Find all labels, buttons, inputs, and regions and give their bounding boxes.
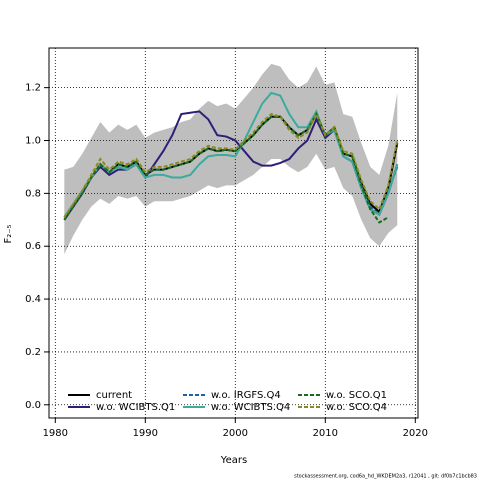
x-tick-label: 2000	[223, 428, 248, 439]
legend-label: w.o. IRGFS.Q4	[211, 390, 281, 401]
legend-label: w.o. WCIBTS.Q1	[96, 402, 175, 413]
confidence-band	[64, 63, 398, 255]
y-tick-label: 0.4	[25, 294, 41, 305]
legend-label: w.o. SCO.Q4	[326, 402, 387, 413]
legend-label: w.o. WCIBTS.Q4	[211, 402, 290, 413]
plot-frame	[48, 47, 419, 419]
y-tick-label: 0.2	[25, 347, 41, 358]
y-tick-label: 0.6	[25, 241, 41, 252]
x-axis-label: Years	[220, 455, 247, 466]
x-tick-label: 1990	[133, 428, 158, 439]
x-tick-label: 2020	[403, 428, 428, 439]
legend-label: current	[96, 390, 132, 401]
series-line	[63, 111, 399, 218]
footer: stockassessment.org, cod6a_hd_WKDEM2a3, …	[294, 474, 477, 480]
y-tick-label: 0.8	[25, 188, 41, 199]
y-tick-label: 1.0	[25, 136, 41, 147]
series-line	[63, 111, 389, 224]
y-tick-label: 1.2	[25, 83, 41, 94]
legend-label: w.o. SCO.Q1	[326, 390, 387, 401]
x-tick-label: 1980	[43, 428, 68, 439]
x-tick-label: 2010	[313, 428, 338, 439]
y-tick-label: 0.0	[25, 400, 41, 411]
y-axis-label: F₂₋₅	[3, 224, 14, 243]
